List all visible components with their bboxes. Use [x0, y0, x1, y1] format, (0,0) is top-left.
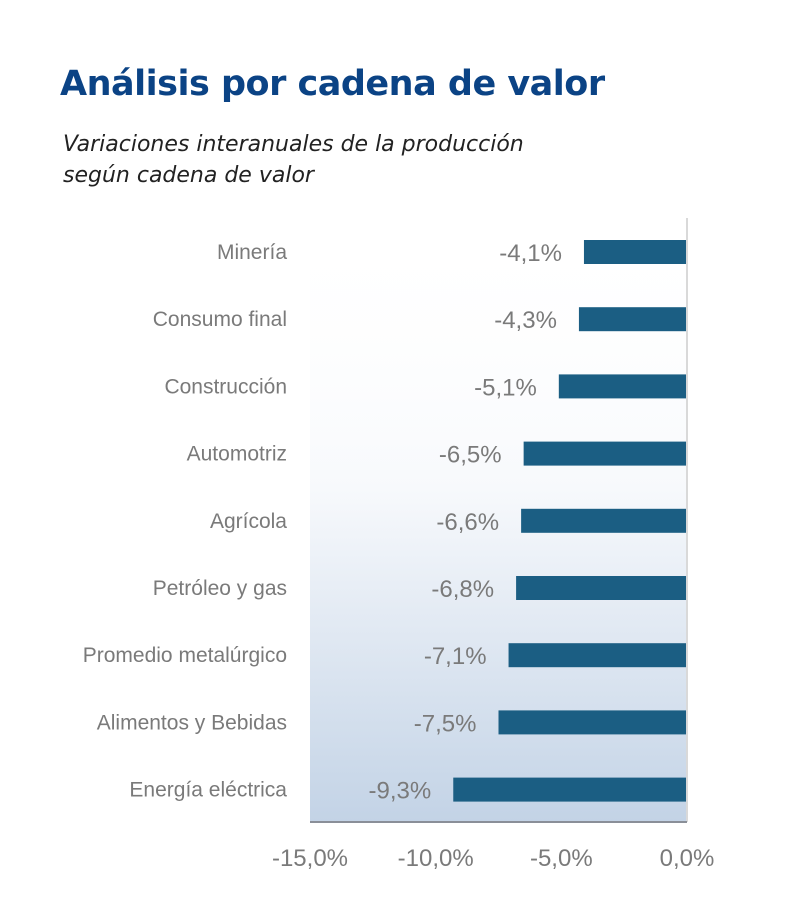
bar-row: Energía eléctrica -9,3%	[129, 777, 687, 805]
bar	[453, 777, 687, 802]
subtitle-line-1: Variaciones interanuales de la producció…	[63, 132, 524, 157]
bar-row: Minería -4,1%	[217, 240, 687, 267]
bar-row: Automotriz -6,5%	[187, 441, 687, 469]
value-label: -4,3%	[494, 307, 557, 334]
x-tick-label: 0,0%	[660, 845, 715, 872]
value-label: -4,1%	[499, 240, 562, 267]
bar	[523, 441, 687, 466]
bar-row: Construcción -5,1%	[164, 374, 687, 401]
category-label: Petróleo y gas	[153, 577, 287, 600]
subtitle-line-2: según cadena de valor	[63, 163, 314, 188]
category-label: Promedio metalúrgico	[83, 644, 287, 667]
value-label: -6,8%	[431, 576, 494, 603]
chart-title: Análisis por cadena de valor	[60, 64, 605, 104]
value-label: -6,5%	[439, 442, 502, 469]
category-label: Construcción	[164, 375, 287, 398]
value-label: -5,1%	[474, 374, 537, 401]
category-label: Minería	[217, 241, 287, 264]
category-label: Energía eléctrica	[129, 779, 287, 802]
bar-row: Agrícola -6,6%	[210, 508, 687, 536]
bar-row: Promedio metalúrgico -7,1%	[83, 643, 687, 670]
bar	[558, 374, 687, 399]
bar	[521, 508, 687, 533]
bar	[578, 307, 687, 332]
category-label: Consumo final	[153, 308, 287, 331]
bar-row: Petróleo y gas -6,8%	[153, 576, 687, 603]
chart-subtitle: Variaciones interanuales de la producció…	[63, 129, 623, 191]
x-tick-label: -10,0%	[398, 845, 474, 872]
value-label: -7,5%	[414, 710, 477, 737]
bar	[583, 240, 687, 264]
value-label: -6,6%	[436, 509, 499, 536]
bar	[508, 643, 687, 668]
value-label: -7,1%	[424, 643, 487, 670]
category-label: Alimentos y Bebidas	[97, 711, 287, 734]
category-label: Agrícola	[210, 510, 287, 533]
x-tick-label: -5,0%	[530, 845, 593, 872]
bar	[498, 710, 687, 735]
bar-row: Alimentos y Bebidas -7,5%	[97, 710, 687, 737]
category-label: Automotriz	[187, 443, 287, 466]
bar-row: Consumo final -4,3%	[153, 307, 687, 334]
value-label: -9,3%	[369, 778, 432, 805]
x-tick-label: -15,0%	[272, 845, 348, 872]
bar	[516, 576, 687, 600]
